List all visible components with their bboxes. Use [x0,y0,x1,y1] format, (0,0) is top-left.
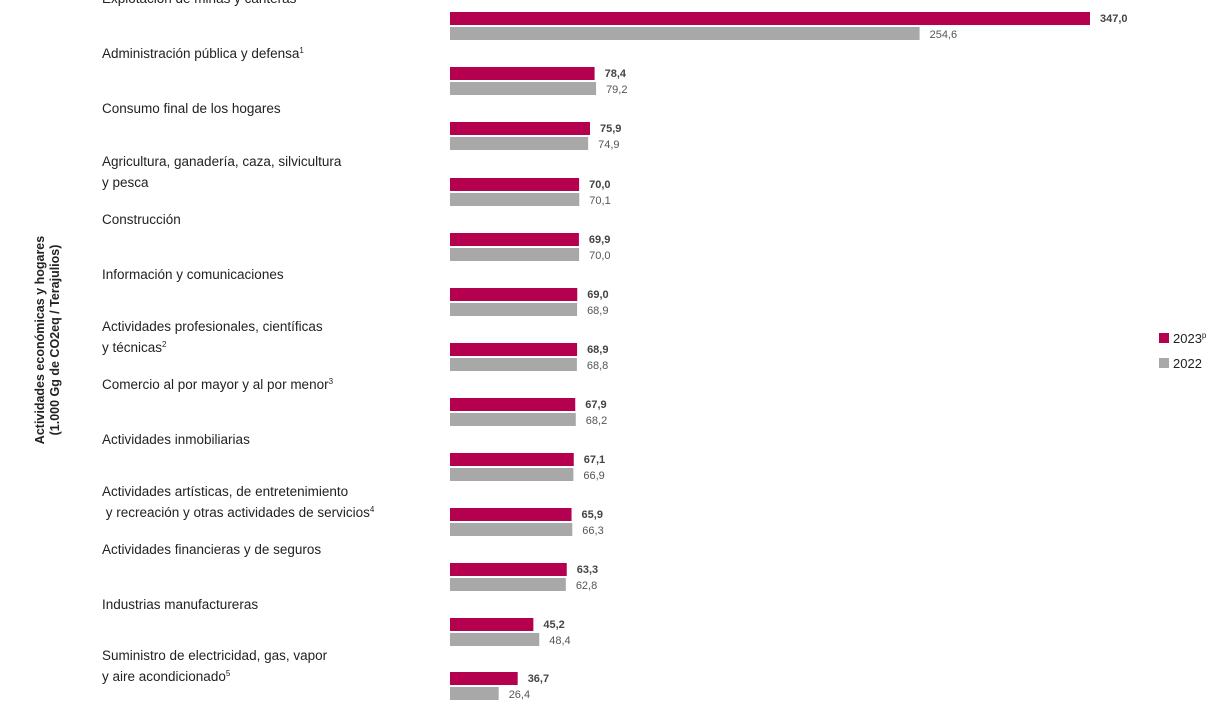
value-label-2023: 70,0 [589,179,610,191]
category-label: Actividades profesionales, científicas y … [102,319,323,355]
bars [450,12,1090,700]
bar-2022 [450,468,574,481]
value-label-2023: 78,4 [605,68,627,80]
value-label-2023: 347,0 [1100,13,1128,25]
bar-2023 [450,398,576,411]
legend-label-2022: 2022 [1173,356,1202,371]
legend-swatch-2022 [1159,358,1169,368]
value-label-2022: 70,0 [589,250,610,262]
bar-2022 [450,578,566,591]
value-label-2023: 65,9 [582,509,603,521]
bar-2023 [450,508,572,521]
bar-2022 [450,633,540,646]
value-label-2022: 68,8 [587,360,608,372]
value-label-2022: 26,4 [509,689,530,701]
bar-2023 [450,67,595,80]
value-label-2022: 79,2 [606,84,627,96]
category-label: Actividades inmobiliarias [102,432,250,447]
value-label-2022: 68,9 [587,305,608,317]
value-label-2022: 254,6 [930,29,958,41]
value-label-2022: 74,9 [598,139,619,151]
value-label-2022: 66,3 [582,525,603,537]
category-label: Información y comunicaciones [102,267,284,282]
value-label-2023: 75,9 [600,123,621,135]
bar-2022 [450,358,577,371]
bar-2023 [450,453,574,466]
value-label-2022: 48,4 [549,635,570,647]
value-label-2022: 66,9 [583,470,604,482]
value-label-2023: 69,9 [589,234,610,246]
bar-2023 [450,618,534,631]
category-label: Industrias manufactureras [102,597,258,612]
bar-2022 [450,687,499,700]
category-label: Comercio al por mayor y al por menor3 [102,377,334,392]
value-label-2023: 63,3 [577,564,598,576]
value-label-2023: 36,7 [528,673,549,685]
legend: 2023p 2022 [1159,331,1207,371]
bar-2023 [450,233,579,246]
category-label: Suministro de electricidad, gas, vapor y … [102,648,328,684]
bar-2023 [450,672,518,685]
bar-2023 [450,563,567,576]
bar-2023 [450,288,578,301]
value-label-2023: 67,9 [585,399,606,411]
category-label: Actividades financieras y de seguros [102,542,321,557]
value-label-2023: 67,1 [584,454,605,466]
y-axis-title: Actividades económicas y hogares(1.000 G… [33,236,62,444]
category-labels: Explotación de minas y canteras Administr… [102,0,375,684]
bar-2022 [450,193,580,206]
category-label: Agricultura, ganadería, caza, silvicultu… [102,154,342,190]
bar-2022 [450,523,573,536]
bar-2022 [450,303,578,316]
legend-label-2023: 2023p [1173,331,1207,346]
bar-2023 [450,343,578,356]
value-label-2022: 62,8 [576,580,597,592]
legend-swatch-2023 [1159,333,1169,343]
bar-2022 [450,137,589,150]
value-label-2023: 69,0 [587,289,608,301]
category-label: Actividades artísticas, de entretenimien… [102,484,375,520]
bar-2023 [450,12,1090,25]
value-labels: 347,0 254,6 78,4 79,2 75,9 74,9 70,0 70,1 69,9 70… [509,13,1128,701]
bar-2023 [450,122,590,135]
value-label-2023: 68,9 [587,344,608,356]
category-label: Construcción [102,212,181,227]
category-label: Consumo final de los hogares [102,101,281,116]
value-label-2023: 45,2 [543,619,564,631]
bar-2022 [450,82,597,95]
category-label: Administración pública y defensa1 [102,46,304,61]
bar-2022 [450,413,576,426]
value-label-2022: 68,2 [586,415,607,427]
value-label-2022: 70,1 [589,195,610,207]
bar-2023 [450,178,580,191]
y-axis-label: Actividades económicas y hogares(1.000 G… [33,236,62,444]
category-label: Explotación de minas y canteras [102,0,297,6]
bar-2022 [450,27,920,40]
bar-2022 [450,248,580,261]
